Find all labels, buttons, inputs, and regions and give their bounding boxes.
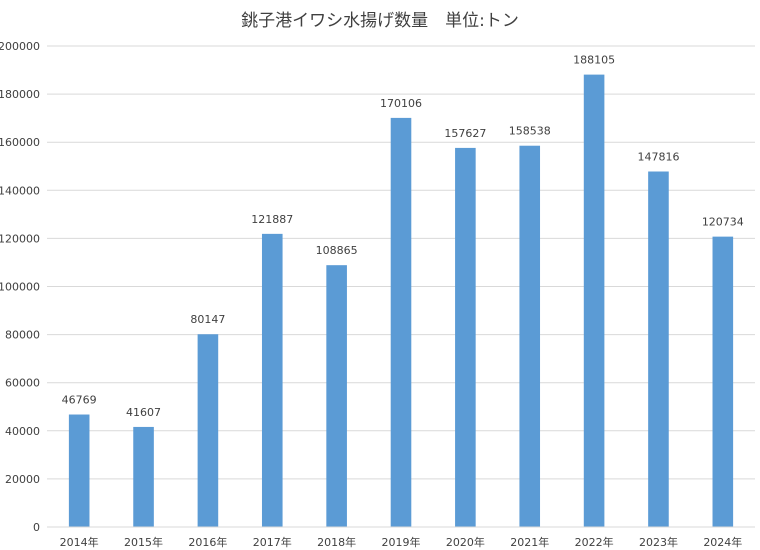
- x-tick-label: 2018年: [317, 535, 356, 549]
- x-tick-label: 2020年: [446, 535, 485, 549]
- data-label: 41607: [126, 406, 161, 419]
- bar: [712, 236, 734, 527]
- y-tick-label: 60000: [5, 377, 40, 390]
- y-tick-label: 80000: [5, 329, 40, 342]
- data-label: 147816: [637, 151, 679, 164]
- data-label: 157627: [444, 127, 486, 140]
- y-tick-label: 0: [33, 521, 40, 534]
- bar: [68, 414, 90, 527]
- x-tick-label: 2019年: [382, 535, 421, 549]
- x-tick-label: 2021年: [510, 535, 549, 549]
- data-label: 108865: [316, 244, 358, 257]
- y-tick-label: 100000: [0, 281, 40, 294]
- bar: [455, 147, 476, 528]
- data-labels: 46769 41607 80147 121887 108865 170106 157627 1…: [62, 54, 744, 419]
- y-tick-label: 200000: [0, 40, 40, 53]
- data-label: 188105: [573, 54, 615, 67]
- data-label: 170106: [380, 97, 422, 110]
- x-tick-label: 2017年: [253, 535, 292, 549]
- y-tick-label: 20000: [5, 473, 40, 486]
- y-tick-label: 120000: [0, 232, 40, 245]
- x-tick-label: 2016年: [188, 535, 227, 549]
- y-tick-label: 160000: [0, 136, 40, 149]
- chart-title: 銚子港イワシ水揚げ数量 単位:トン: [241, 11, 519, 31]
- x-tick-label: 2023年: [639, 535, 678, 549]
- y-axis-tick-labels: 0 20000 40000 60000 80000 100000 120000 140000 1…: [0, 40, 40, 534]
- y-tick-label: 140000: [0, 184, 40, 197]
- data-label: 80147: [190, 313, 225, 326]
- x-tick-label: 2015年: [124, 535, 163, 549]
- bar: [390, 117, 412, 527]
- bar: [197, 334, 219, 527]
- x-tick-label: 2022年: [575, 535, 614, 549]
- bar: [519, 145, 541, 527]
- bar: [326, 265, 347, 527]
- data-label: 158538: [509, 125, 551, 138]
- bars: [68, 74, 734, 528]
- x-axis-tick-labels: 2014年 2015年 2016年 2017年 2018年 2019年 2020年 2021年…: [60, 535, 743, 549]
- x-tick-label: 2014年: [60, 535, 99, 549]
- data-label: 121887: [251, 213, 293, 226]
- y-tick-label: 40000: [5, 425, 40, 438]
- bar: [261, 233, 283, 528]
- bar: [648, 171, 669, 528]
- x-tick-label: 2024年: [703, 535, 742, 549]
- bar: [583, 74, 605, 527]
- y-tick-label: 180000: [0, 88, 40, 101]
- data-label: 120734: [702, 216, 744, 229]
- data-label: 46769: [62, 394, 97, 407]
- bar: [133, 426, 154, 527]
